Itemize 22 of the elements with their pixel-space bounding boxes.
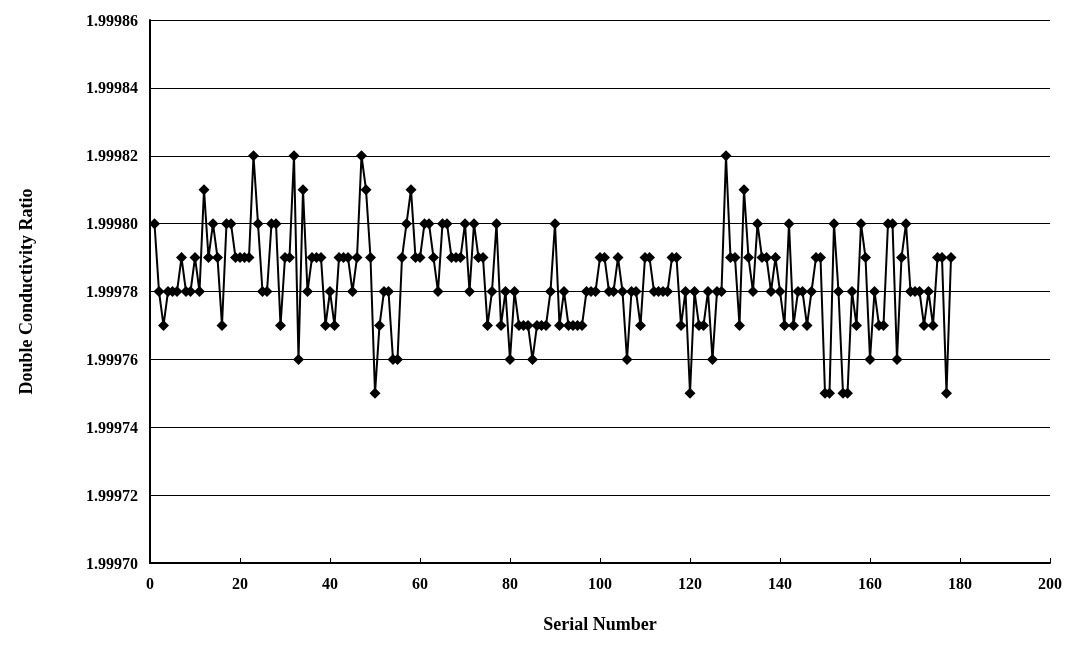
y-tick-label: 1.99982 — [86, 147, 138, 165]
y-tick-label: 1.99986 — [86, 11, 138, 29]
y-tick-label: 1.99970 — [86, 554, 138, 572]
x-tick-label: 0 — [146, 574, 154, 592]
x-tick-label: 100 — [588, 574, 612, 592]
y-tick-label: 1.99984 — [86, 79, 138, 97]
x-axis-title: Serial Number — [543, 614, 657, 634]
x-tick-label: 20 — [232, 574, 248, 592]
x-tick-label: 80 — [502, 574, 518, 592]
y-tick-label: 1.99974 — [86, 418, 138, 436]
y-tick-label: 1.99980 — [86, 215, 138, 233]
x-tick-label: 60 — [412, 574, 428, 592]
x-tick-label: 40 — [322, 574, 338, 592]
x-tick-label: 120 — [678, 574, 702, 592]
x-tick-label: 180 — [948, 574, 972, 592]
x-tick-label: 140 — [768, 574, 792, 592]
y-tick-label: 1.99976 — [86, 350, 138, 368]
y-axis-title: Double Conductivity Ratio — [16, 188, 36, 395]
x-tick-label: 160 — [858, 574, 882, 592]
x-tick-label: 200 — [1038, 574, 1062, 592]
y-tick-label: 1.99972 — [86, 486, 138, 504]
y-tick-label: 1.99978 — [86, 283, 138, 300]
